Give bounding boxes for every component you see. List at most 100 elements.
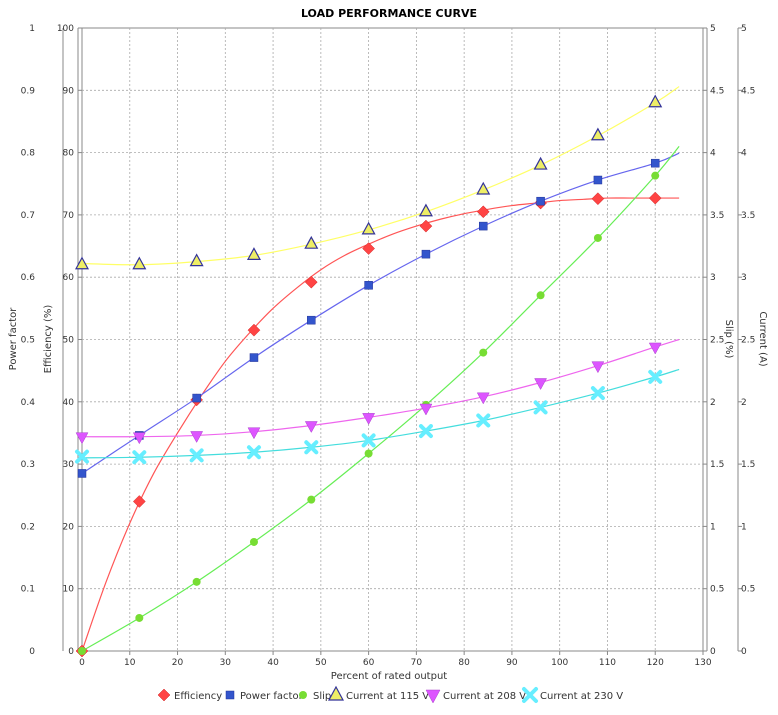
legend-item: Current at 115 V: [327, 685, 429, 702]
legend-label: Current at 208 V: [443, 691, 526, 702]
slip-tick-label: 0: [710, 647, 716, 657]
data-point: [648, 191, 662, 205]
legend-marker: [522, 687, 538, 703]
legend-marker-stroke: [522, 687, 538, 703]
efficiency-tick-label: 50: [63, 336, 75, 346]
legend-label: Current at 115 V: [346, 691, 429, 702]
data-point: [190, 431, 204, 443]
x-tick-label: 130: [694, 658, 711, 668]
power-factor-tick-label: 0.8: [21, 149, 36, 159]
x-tick-label: 50: [315, 658, 327, 668]
series-line: [81, 368, 680, 459]
chart-title: LOAD PERFORMANCE CURVE: [301, 7, 477, 20]
data-point: [533, 156, 548, 170]
data-point: [189, 253, 204, 267]
data-point: [534, 378, 548, 391]
efficiency-tick-label: 80: [63, 149, 75, 159]
current-tick-label: 2: [741, 398, 747, 408]
data-point: [304, 275, 318, 289]
current-tick-label: 4.5: [741, 86, 755, 96]
efficiency-tick-label: 0: [68, 647, 74, 657]
data-point: [362, 242, 375, 255]
slip-tick-label: 4.5: [710, 86, 724, 96]
data-point: [132, 495, 146, 508]
efficiency-tick-label: 60: [63, 273, 75, 283]
data-point: [304, 421, 318, 433]
data-point: [364, 449, 373, 458]
efficiency-axis-label: Efficiency (%): [43, 305, 54, 374]
current-tick-label: 1.5: [741, 460, 755, 470]
power-factor-tick-label: 0.7: [21, 211, 35, 221]
x-tick-label: 110: [599, 658, 616, 668]
data-point: [75, 432, 89, 445]
data-point: [192, 393, 201, 403]
data-point: [476, 413, 491, 428]
power-factor-tick-label: 0.5: [21, 336, 35, 346]
data-point: [247, 427, 261, 440]
data-point: [476, 181, 491, 195]
efficiency-tick-label: 10: [63, 585, 75, 595]
data-point: [249, 537, 258, 546]
legend-marker: [327, 685, 345, 701]
data-point: [418, 203, 433, 217]
data-point: [304, 235, 319, 249]
efficiency-tick-label: 20: [63, 522, 75, 532]
x-tick-label: 20: [172, 658, 184, 668]
x-tick-label: 40: [267, 658, 279, 668]
data-point-stroke: [246, 445, 261, 460]
data-point: [593, 233, 602, 242]
power-factor-tick-label: 0.9: [21, 86, 36, 96]
data-point: [362, 413, 376, 425]
legend-label: Current at 230 V: [540, 691, 623, 702]
series-current-at-115-v: [74, 86, 680, 270]
data-point: [74, 256, 90, 270]
current-tick-label: 1: [741, 522, 747, 532]
slip-tick-label: 1.5: [710, 460, 724, 470]
data-point: [247, 323, 261, 337]
data-point-stroke: [361, 433, 376, 448]
data-point: [590, 127, 605, 141]
slip-tick-label: 2.5: [710, 336, 724, 346]
series-power-factor: [77, 152, 680, 478]
data-point: [307, 315, 316, 325]
legend-item: Current at 230 V: [522, 687, 623, 703]
slip-tick-label: 1: [710, 522, 716, 532]
series-efficiency: [75, 191, 680, 658]
data-point-stroke: [418, 424, 433, 439]
data-point: [419, 219, 433, 233]
legend-label: Efficiency: [174, 691, 222, 702]
x-tick-label: 80: [458, 658, 470, 668]
data-point-stroke: [648, 369, 663, 384]
current-tick-label: 2.5: [741, 336, 755, 346]
current-tick-label: 0: [741, 647, 747, 657]
legend-marker: [299, 691, 307, 699]
data-point: [78, 647, 86, 655]
power-factor-tick-label: 0.4: [21, 398, 36, 408]
data-point: [419, 403, 433, 416]
x-tick-label: 90: [506, 658, 518, 668]
data-point: [536, 291, 545, 300]
data-point: [361, 433, 376, 448]
data-point: [648, 94, 663, 108]
series-current-at-230-v: [75, 368, 680, 465]
data-point: [132, 450, 147, 465]
x-tick-label: 60: [363, 658, 375, 668]
data-point-stroke: [533, 400, 548, 415]
legend-label: Slip: [313, 691, 331, 702]
slip-tick-label: 0.5: [710, 585, 724, 595]
data-point: [246, 247, 261, 260]
x-axis-label: Percent of rated output: [331, 671, 448, 682]
data-point-stroke: [476, 413, 491, 428]
data-point: [307, 495, 316, 504]
current-tick-label: 4: [741, 149, 747, 159]
data-point: [132, 432, 146, 445]
data-point: [479, 348, 488, 357]
slip-tick-label: 3: [710, 273, 716, 283]
legend-marker: [225, 690, 235, 700]
data-point: [476, 205, 490, 219]
efficiency-tick-label: 30: [63, 460, 75, 470]
data-point-stroke: [132, 450, 147, 465]
data-point: [249, 353, 259, 362]
power-factor-tick-label: 0.3: [21, 460, 35, 470]
x-tick-label: 30: [220, 658, 232, 668]
